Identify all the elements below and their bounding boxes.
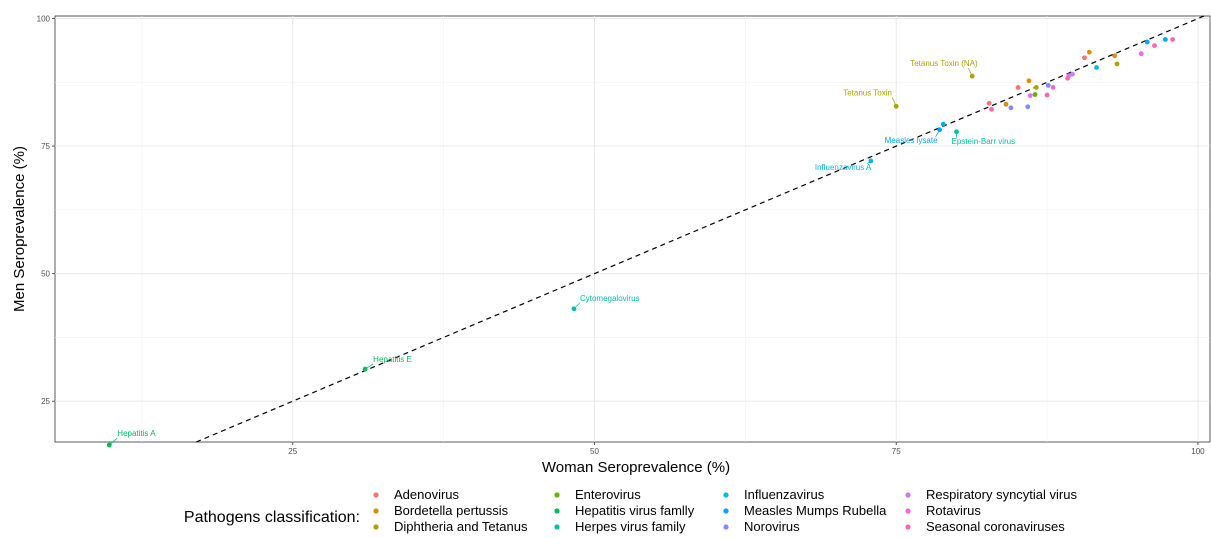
legend-item: Bordetella pertussis [373,503,509,518]
point-label: Tetanus Toxin [843,88,892,97]
legend-item: Herpes virus family [554,519,686,534]
data-point [1003,101,1009,107]
data-point [1144,39,1150,45]
y-axis-ticks: 25 50 75 100 [37,15,55,406]
legend-key [905,492,911,498]
data-point [1070,71,1075,77]
point-label: Epstein-Barr virus [952,137,1016,146]
legend-key [723,524,729,530]
point-annotations: Tetanus Toxin Tetanus Toxin (NA) Hepatitis… [109,59,1016,446]
legend-key [373,492,379,498]
legend-item: Influenzavirus [723,487,825,502]
legend-label: Influenzavirus [744,487,825,502]
data-point [1026,78,1032,84]
data-point [1112,53,1118,59]
legend-label: Seasonal coronaviruses [926,519,1065,534]
data-point [868,158,874,164]
data-point [1152,43,1157,48]
data-point [954,129,959,135]
data-point [1015,85,1021,90]
data-point [1025,104,1031,110]
point-label: Hepatitis E [373,355,412,364]
data-point [1170,37,1175,42]
data-point [1086,49,1092,55]
data-point [1065,75,1070,81]
y-tick-label: 25 [41,397,50,406]
data-point [1094,65,1099,70]
legend-item: Respiratory syncytial virus [905,487,1077,502]
point-label: Tetanus Toxin (NA) [910,59,978,68]
legend-label: Diphtheria and Tetanus [394,519,528,534]
x-tick-label: 25 [288,447,297,456]
data-point [1045,82,1051,88]
legend-label: Norovirus [744,519,800,534]
legend-item: Hepatitis virus famlly [554,503,695,518]
x-axis-ticks: 25 50 75 100 [288,442,1205,456]
data-point [1162,37,1168,42]
legend-label: Measles Mumps Rubella [744,503,887,518]
point-label: Hepatitis A [117,429,156,438]
data-point [986,100,992,106]
data-point [1082,55,1087,61]
legend-label: Bordetella pertussis [394,503,509,518]
x-axis-title: Woman Seroprevalence (%) [542,459,730,476]
x-tick-label: 100 [1191,447,1205,456]
data-point [1114,61,1120,67]
legend-item: Rotavirus [905,503,981,518]
legend-key [905,508,911,514]
legend-key [905,524,911,530]
legend-item: Measles Mumps Rubella [723,503,887,518]
legend-key [723,492,729,498]
data-point [1138,51,1144,57]
y-tick-label: 75 [41,142,50,151]
legend-key [373,524,379,530]
legend-label: Rotavirus [926,503,981,518]
data-point [893,103,899,109]
x-tick-label: 50 [590,447,599,456]
data-point [940,121,946,127]
legend-item: Enterovirus [554,487,641,502]
data-point [1032,92,1038,97]
data-point [1027,93,1033,98]
legend-key [554,524,560,530]
legend-key [373,508,379,514]
legend-item: Diphtheria and Tetanus [373,519,528,534]
data-points [106,37,1175,448]
legend-item: Seasonal coronaviruses [905,519,1065,534]
legend-key [554,508,560,514]
legend-item: Norovirus [723,519,800,534]
panel-background [54,15,1211,443]
legend-item: Adenovirus [373,487,460,502]
data-point [1008,105,1014,111]
point-label: Influenzavirus A [815,163,872,172]
y-tick-label: 100 [37,15,51,24]
point-label: Cytomegalovirus [580,294,640,303]
data-point [1050,85,1056,90]
legend-key [723,508,729,514]
legend-key [554,492,560,498]
legend-label: Respiratory syncytial virus [926,487,1077,502]
legend-label: Enterovirus [575,487,641,502]
data-point [1044,92,1050,98]
legend-label: Hepatitis virus famlly [575,503,695,518]
point-label: Measles lysate [885,136,938,145]
data-point [362,366,368,372]
data-point [969,73,975,79]
data-point [937,127,943,133]
y-axis-title: Men Seroprevalence (%) [11,146,28,312]
legend-title: Pathogens classification: [184,509,360,526]
legend-label: Herpes virus family [575,519,686,534]
data-point [989,106,994,112]
y-tick-label: 50 [41,270,50,279]
legend-label: Adenovirus [394,487,460,502]
data-point [106,442,112,448]
data-point [1033,85,1039,90]
data-point [571,306,577,312]
x-tick-label: 75 [892,447,901,456]
gridlines [55,16,1210,442]
